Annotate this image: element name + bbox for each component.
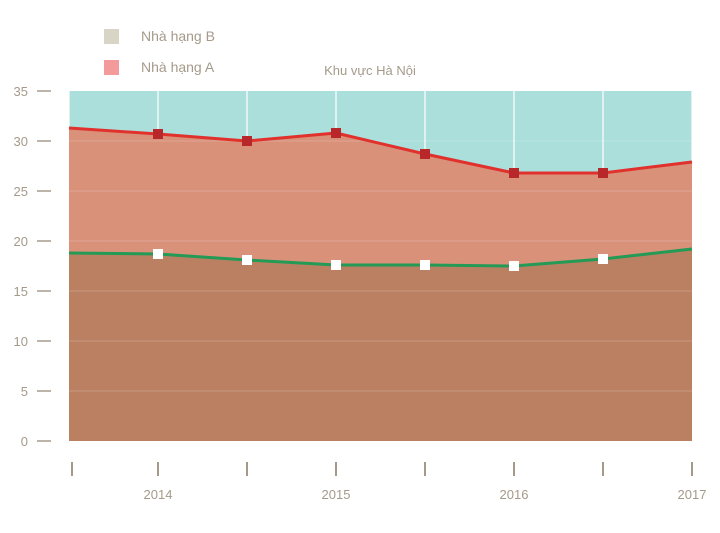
point-series-1-6 <box>598 254 608 264</box>
y-tick-label-7: 35 <box>14 84 28 99</box>
legend: Nhà hạng B Nhà hạng A <box>104 28 215 75</box>
point-series-0-6 <box>598 168 608 178</box>
x-tick-label-0: 2014 <box>144 487 173 502</box>
y-tick-label-3: 15 <box>14 284 28 299</box>
y-tick-label-1: 5 <box>21 384 28 399</box>
chart-title: Khu vực Hà Nội <box>324 63 416 78</box>
point-series-0-1 <box>153 129 163 139</box>
point-series-0-4 <box>420 149 430 159</box>
y-tick-label-4: 20 <box>14 234 28 249</box>
point-series-1-2 <box>242 255 252 265</box>
y-tick-label-2: 10 <box>14 334 28 349</box>
area-series-1 <box>69 249 692 441</box>
y-tick-label-0: 0 <box>21 434 28 449</box>
line-series-1 <box>68 247 693 268</box>
point-series-1-4 <box>420 260 430 270</box>
point-series-1-5 <box>509 261 519 271</box>
line-series-0 <box>68 126 693 175</box>
point-series-1-3 <box>331 260 341 270</box>
point-series-1-1 <box>153 249 163 259</box>
y-tick-label-5: 25 <box>14 184 28 199</box>
legend-swatch-0 <box>104 29 119 44</box>
x-tick-label-1: 2015 <box>322 487 351 502</box>
y-tick-label-6: 30 <box>14 134 28 149</box>
point-series-0-5 <box>509 168 519 178</box>
point-series-0-3 <box>331 128 341 138</box>
x-tick-label-3: 2017 <box>678 487 707 502</box>
legend-swatch-1 <box>104 60 119 75</box>
legend-label-0: Nhà hạng B <box>141 28 215 44</box>
x-tick-label-2: 2016 <box>500 487 529 502</box>
legend-label-1: Nhà hạng A <box>141 59 215 75</box>
point-series-0-2 <box>242 136 252 146</box>
